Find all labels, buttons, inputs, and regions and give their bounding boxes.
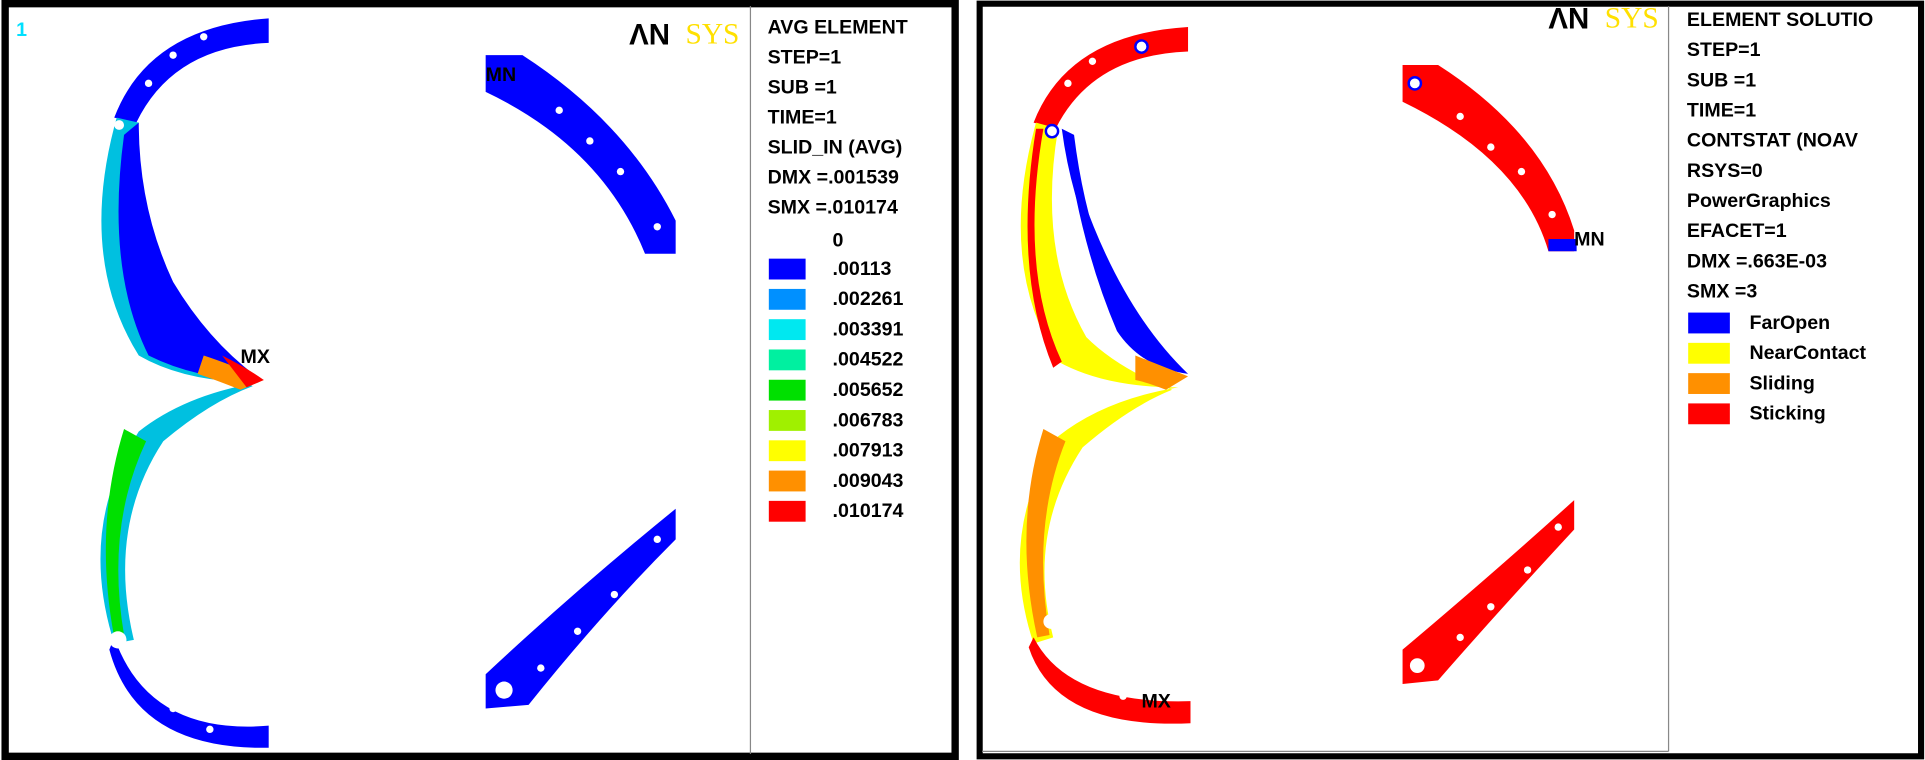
legend-label: .005652 — [833, 379, 904, 401]
legend-label: .010174 — [833, 500, 904, 522]
min-marker: MN — [486, 64, 517, 86]
legend-swatch — [769, 410, 806, 431]
legend-label: Sliding — [1749, 372, 1814, 394]
legend-label: .004522 — [833, 349, 904, 371]
legend-label: NearContact — [1749, 342, 1866, 364]
legend-label: .009043 — [833, 470, 904, 492]
screenshot: 1 MN MX ΛN SYS 0 .00113.002261.003391.00… — [0, 0, 1925, 760]
info-line: STEP=1 — [768, 46, 842, 68]
legend-label: Sticking — [1749, 403, 1825, 425]
legend-swatch — [1688, 313, 1730, 334]
legend-label: .00113 — [833, 258, 892, 280]
info-line: EFACET=1 — [1687, 220, 1787, 242]
info-line: AVG ELEMENT — [768, 16, 908, 38]
legend-swatch — [1688, 343, 1730, 364]
info-line: PowerGraphics — [1687, 190, 1831, 212]
legend-swatch — [769, 471, 806, 492]
legend-swatch — [769, 319, 806, 340]
max-marker: MX — [241, 346, 270, 368]
logo-mark: ΛN — [629, 19, 670, 52]
legend-swatch — [769, 349, 806, 370]
info-line: TIME=1 — [1687, 99, 1756, 121]
min-marker: MN — [1574, 228, 1605, 250]
logo-word: SYS — [685, 19, 739, 51]
info-line: SUB =1 — [768, 76, 837, 98]
legend-swatch — [1688, 373, 1730, 394]
legend-swatch — [769, 440, 806, 461]
logo-mark: ΛN — [1548, 3, 1589, 36]
legend-label: .002261 — [833, 288, 904, 310]
right-window: MN MX ΛN SYS FarOpen NearContact Sliding St… — [980, 3, 1921, 757]
info-line: CONTSTAT (NOAV — [1687, 130, 1858, 152]
legend: .00113 .002261 .003391 .004522 .005652 .00678… — [769, 258, 904, 522]
legend-label: .003391 — [833, 318, 904, 340]
legend-label: .006783 — [833, 409, 904, 431]
legend-label: .007913 — [833, 440, 904, 462]
info-line: SMX =3 — [1687, 280, 1757, 302]
window-number: 1 — [16, 19, 27, 41]
info-line: DMX =.001539 — [768, 167, 899, 189]
max-marker: MX — [1141, 691, 1170, 713]
info-line: SLID_IN (AVG) — [768, 137, 903, 159]
legend-swatch — [769, 259, 806, 280]
scale-start: 0 — [833, 230, 844, 252]
legend-swatch — [1688, 403, 1730, 424]
info-line: RSYS=0 — [1687, 160, 1763, 182]
info-line: SUB =1 — [1687, 69, 1756, 91]
info-line: STEP=1 — [1687, 39, 1761, 61]
page: 1 MN MX ΛN SYS 0 .00113.002261.003391.00… — [0, 0, 1925, 760]
logo-word: SYS — [1605, 3, 1659, 35]
info-line: ELEMENT SOLUTIO — [1687, 9, 1873, 31]
legend-swatch — [769, 380, 806, 401]
legend-swatch — [769, 501, 806, 522]
info-line: DMX =.663E-03 — [1687, 250, 1827, 272]
legend-label: FarOpen — [1749, 312, 1830, 334]
legend-swatch — [769, 289, 806, 310]
info-line: TIME=1 — [768, 106, 837, 128]
info-line: SMX =.010174 — [768, 197, 898, 219]
